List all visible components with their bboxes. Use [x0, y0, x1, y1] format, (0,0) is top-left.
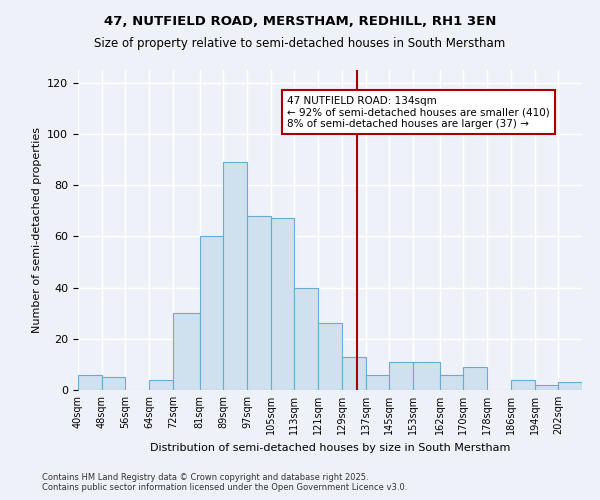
Bar [223, 162, 247, 390]
Text: 47 NUTFIELD ROAD: 134sqm
← 92% of semi-detached houses are smaller (410)
8% of s: 47 NUTFIELD ROAD: 134sqm ← 92% of semi-d… [287, 96, 550, 129]
Bar [102, 377, 125, 390]
Bar [535, 385, 558, 390]
Text: Size of property relative to semi-detached houses in South Merstham: Size of property relative to semi-detach… [94, 38, 506, 51]
Bar [463, 367, 487, 390]
Y-axis label: Number of semi-detached properties: Number of semi-detached properties [32, 127, 41, 333]
Bar [365, 374, 389, 390]
Bar [558, 382, 582, 390]
Bar [149, 380, 173, 390]
Bar [271, 218, 295, 390]
Text: 47, NUTFIELD ROAD, MERSTHAM, REDHILL, RH1 3EN: 47, NUTFIELD ROAD, MERSTHAM, REDHILL, RH… [104, 15, 496, 28]
Bar [511, 380, 535, 390]
Bar [318, 324, 342, 390]
Bar [389, 362, 413, 390]
Bar [173, 313, 200, 390]
Bar [295, 288, 318, 390]
Text: Contains HM Land Registry data © Crown copyright and database right 2025.
Contai: Contains HM Land Registry data © Crown c… [42, 473, 407, 492]
Bar [200, 236, 223, 390]
Bar [342, 356, 365, 390]
Bar [247, 216, 271, 390]
X-axis label: Distribution of semi-detached houses by size in South Merstham: Distribution of semi-detached houses by … [150, 442, 510, 452]
Bar [78, 374, 102, 390]
Bar [413, 362, 440, 390]
Bar [440, 374, 463, 390]
